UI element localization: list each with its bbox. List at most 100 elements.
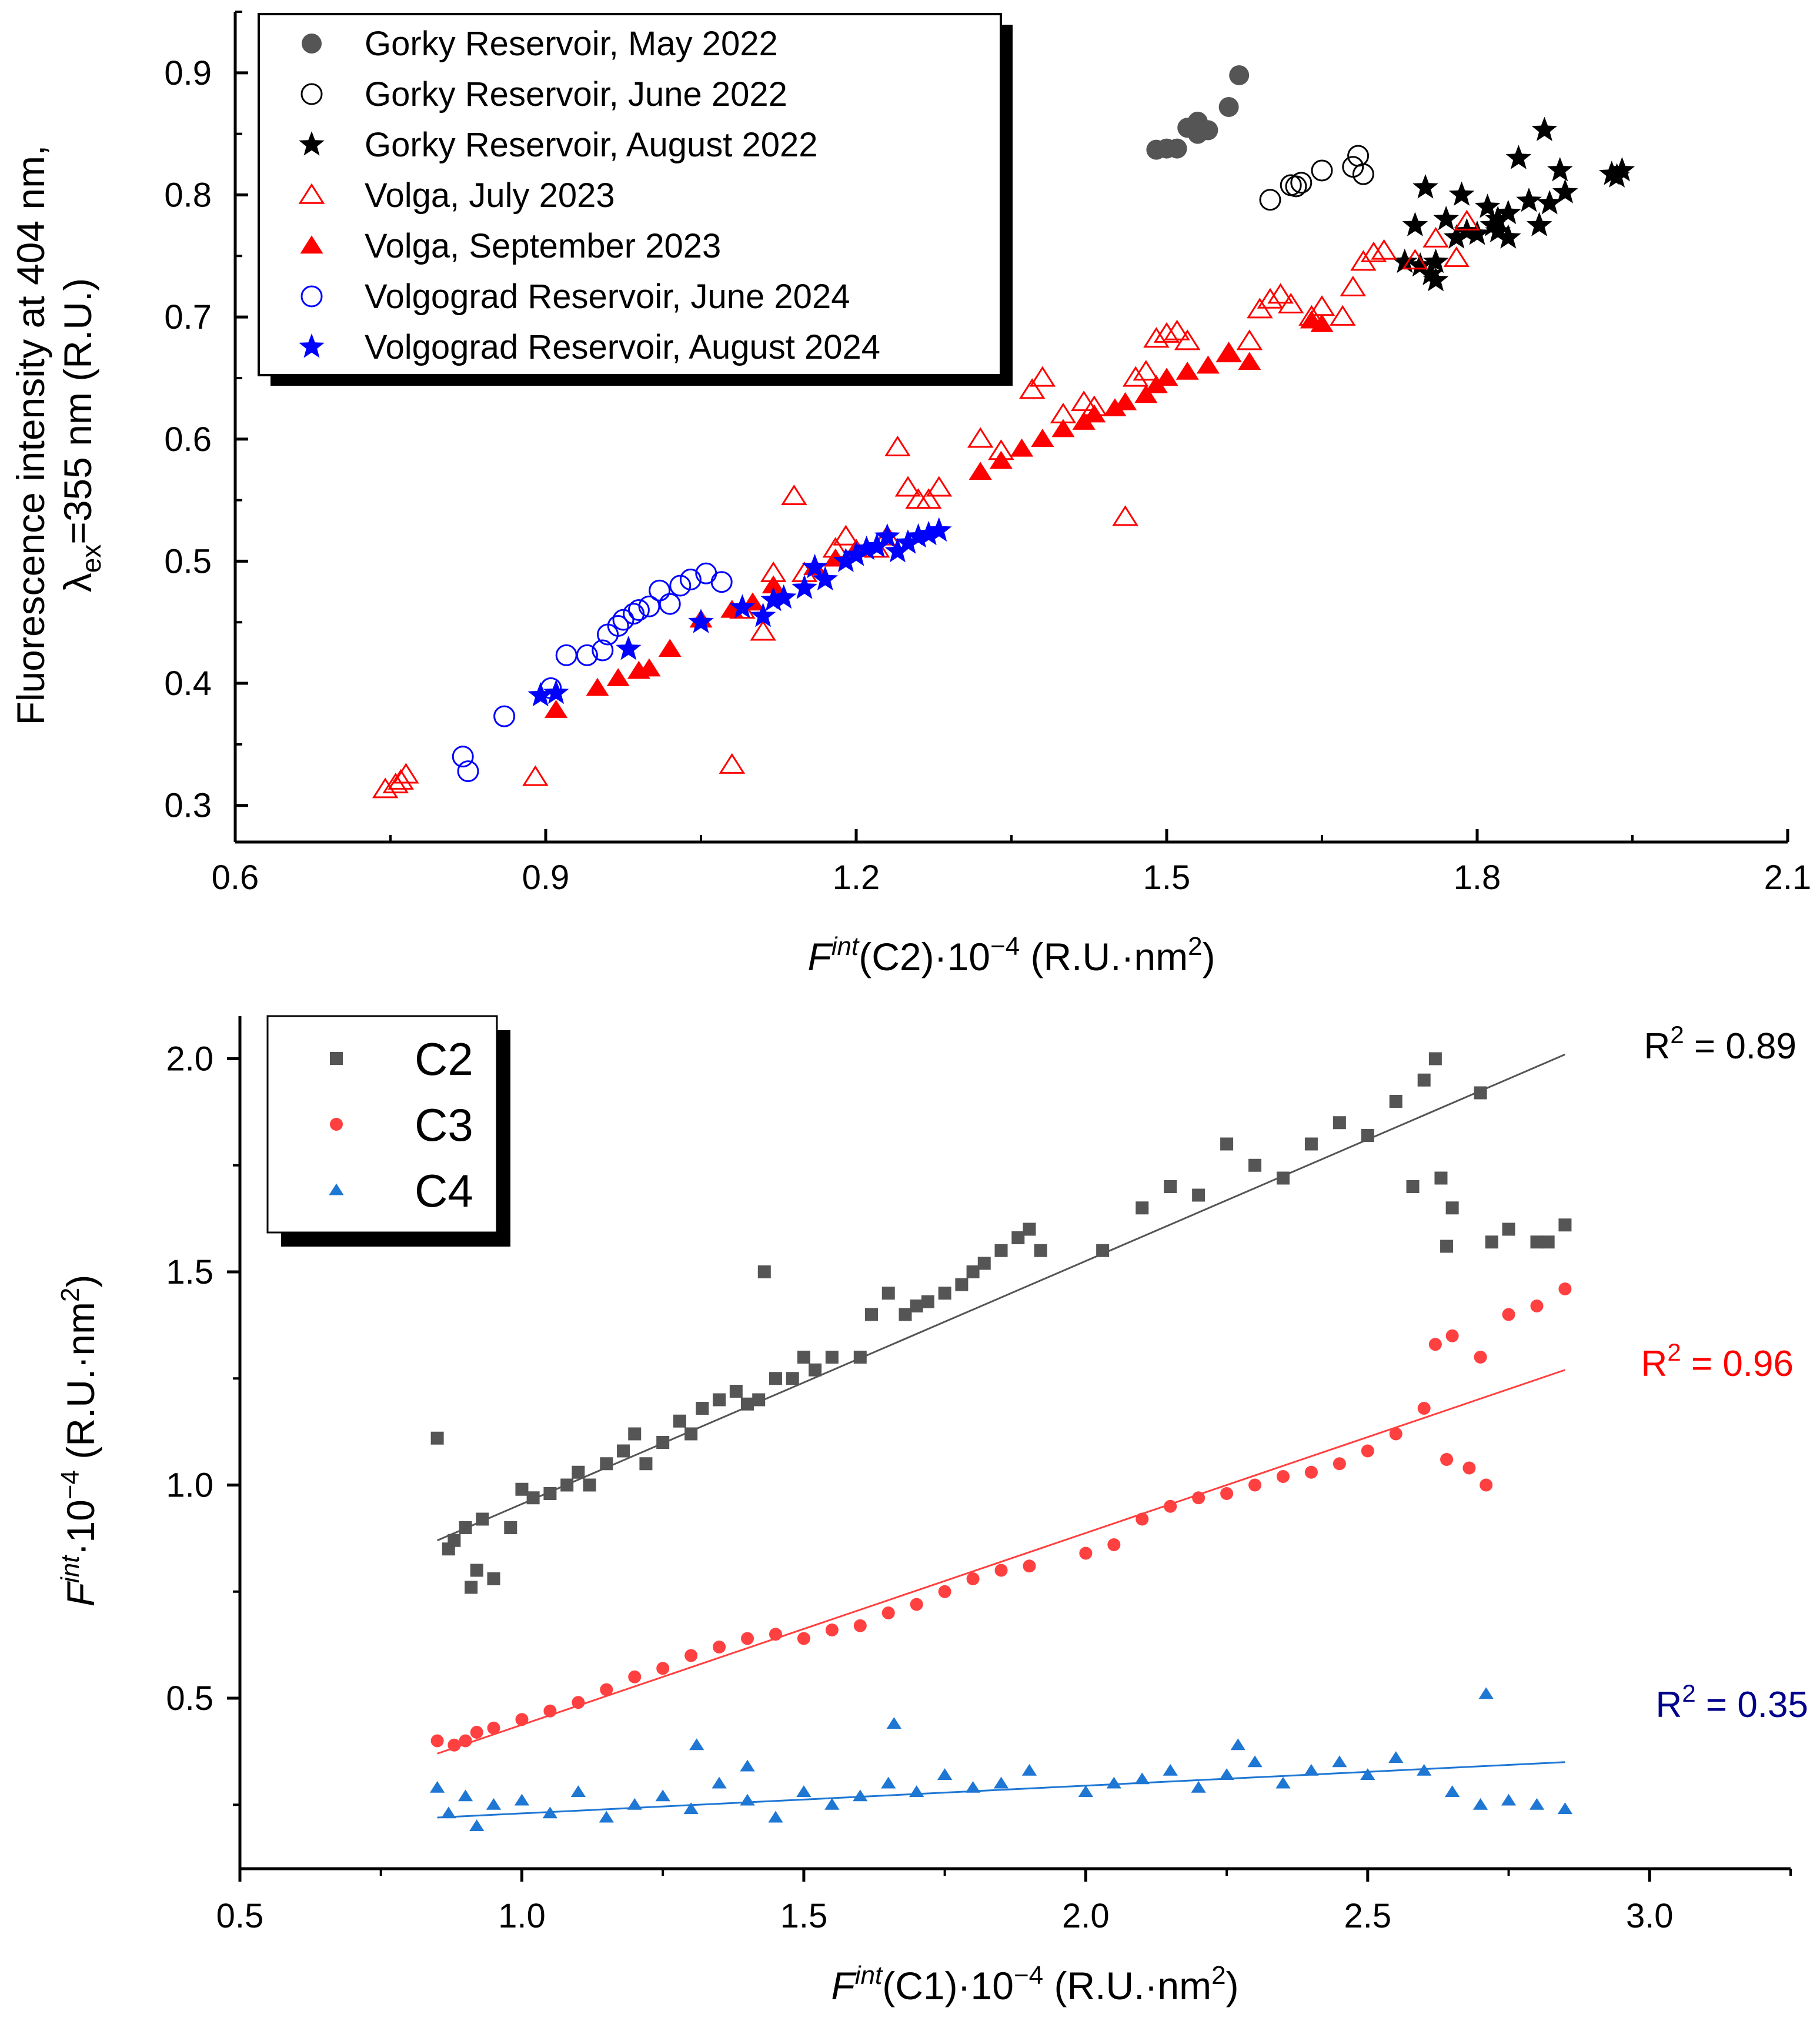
bottom-c4-point xyxy=(1304,1763,1319,1776)
bottom-c3-point xyxy=(459,1734,472,1748)
top-series-2-point xyxy=(1444,224,1470,249)
top-series-3-point xyxy=(1029,366,1056,387)
bottom-c2-point xyxy=(1304,1137,1318,1151)
bottom-c3-point xyxy=(1502,1308,1515,1321)
bottom-c4-point xyxy=(712,1776,727,1789)
top-series-3-point xyxy=(781,484,807,506)
top-series-2-point xyxy=(1547,157,1573,182)
bottom-c3-point xyxy=(515,1713,529,1726)
top-y-tick-label: 0.7 xyxy=(164,298,212,336)
top-series-6-point xyxy=(916,520,941,546)
top-x-tick-label: 0.9 xyxy=(522,858,570,897)
top-series-6-point xyxy=(864,533,890,558)
top-series-3-point xyxy=(1174,329,1201,350)
bottom-c2-point xyxy=(572,1465,585,1479)
top-y-tick-label: 0.8 xyxy=(164,176,212,214)
bottom-c2-point xyxy=(470,1564,483,1577)
top-series-1-point xyxy=(1285,175,1307,198)
top-series-3-point xyxy=(1443,246,1470,268)
bottom-c2-point xyxy=(639,1457,653,1471)
bottom-c4-point xyxy=(1078,1785,1094,1798)
top-series-5-point xyxy=(669,574,692,597)
top-y-tick-label: 0.5 xyxy=(164,542,212,580)
top-x-tick-label: 1.2 xyxy=(833,858,880,897)
top-x-tick-label: 1.8 xyxy=(1454,858,1501,897)
bottom-c4-point xyxy=(824,1798,840,1810)
bottom-c2-point xyxy=(1248,1158,1262,1172)
top-series-2-point xyxy=(1433,206,1459,231)
bottom-c4-point xyxy=(1529,1798,1545,1810)
bottom-c2-point xyxy=(1164,1180,1177,1193)
bottom-y-tick-label: 1.0 xyxy=(166,1467,213,1505)
bottom-c2-point xyxy=(487,1572,500,1585)
top-series-5-point xyxy=(457,760,479,783)
bottom-c4-point xyxy=(1134,1772,1150,1785)
top-series-5-point xyxy=(627,599,650,621)
bottom-c2-point xyxy=(1220,1137,1234,1151)
bottom-c3-point xyxy=(1558,1282,1572,1295)
top-series-4-point xyxy=(1114,392,1137,410)
top-series-3-point xyxy=(1422,226,1449,248)
bottom-c3-point xyxy=(966,1572,980,1585)
top-series-6-point xyxy=(853,535,880,560)
bottom-c4-point xyxy=(1021,1763,1037,1776)
bottom-c2-point xyxy=(809,1363,822,1377)
bottom-c2-point xyxy=(713,1393,726,1407)
top-series-3-point xyxy=(915,488,942,509)
bottom-chart-fits: R2 = 0.89 R2 = 0.96 R2 = 0.35 xyxy=(437,1021,1808,1819)
top-series-3-point xyxy=(1277,292,1304,314)
top-series-4-point xyxy=(1310,313,1334,332)
top-series-5-point xyxy=(612,609,635,631)
bottom-c2-point xyxy=(617,1444,630,1458)
bottom-c3-point xyxy=(1276,1470,1290,1483)
bottom-c3-point xyxy=(1304,1465,1318,1479)
top-y-tick-label: 0.6 xyxy=(164,420,212,459)
top-y-tick-label: 0.3 xyxy=(164,787,212,825)
bottom-c3-point xyxy=(1480,1478,1493,1492)
top-series-3-point xyxy=(1360,241,1387,262)
bottom-x-tick-label: 2.5 xyxy=(1344,1897,1391,1935)
top-series-2-point xyxy=(1407,252,1433,277)
top-legend-marker-5 xyxy=(300,285,323,308)
bottom-c2-point xyxy=(921,1295,934,1308)
bottom-c4-point xyxy=(740,1759,755,1772)
bottom-c3-point xyxy=(825,1624,839,1636)
top-series-2-point xyxy=(1485,218,1511,243)
bottom-c2-point xyxy=(1558,1218,1572,1232)
bottom-c4-point xyxy=(469,1819,485,1832)
bottom-c4-point xyxy=(441,1806,456,1819)
bottom-c4-point xyxy=(1501,1793,1517,1806)
bottom-c2-point xyxy=(1530,1235,1544,1249)
top-series-2-point xyxy=(1609,157,1635,182)
bottom-chart-ticks: 0.5 1.0 1.5 2.0 2.5 3.0 0.5 1.0 1.5 2.0 xyxy=(166,1040,1792,1935)
top-series-3-point xyxy=(894,476,921,497)
top-series-4-point xyxy=(1031,429,1054,447)
top-series-3-point xyxy=(1018,378,1046,399)
bottom-chart-points xyxy=(429,1052,1573,1832)
top-series-6-point xyxy=(926,517,952,542)
top-series-2-point xyxy=(1422,248,1449,273)
top-series-6-point xyxy=(750,602,776,627)
top-y-tick-label: 0.4 xyxy=(164,664,212,703)
bottom-c2-point xyxy=(1389,1095,1402,1108)
bottom-c4-point xyxy=(599,1810,614,1823)
top-legend-marker-1 xyxy=(300,83,323,105)
top-series-2-point xyxy=(1495,224,1521,249)
top-series-1-point xyxy=(1352,163,1374,185)
bottom-c2-point xyxy=(864,1308,878,1321)
bottom-c4-point xyxy=(689,1738,704,1751)
top-legend-label-5: Volgograd Reservoir, June 2024 xyxy=(365,278,850,316)
top-series-1-point xyxy=(1290,172,1313,194)
bottom-c2-point xyxy=(899,1308,912,1321)
svg-text:Fint·10−4 (R.U.·nm2): Fint·10−4 (R.U.·nm2) xyxy=(56,1275,102,1607)
bottom-c3-point xyxy=(1333,1457,1346,1471)
top-series-6-point xyxy=(760,586,786,612)
bottom-c2-point xyxy=(1502,1222,1515,1236)
top-series-4-point xyxy=(545,700,568,718)
top-chart-points xyxy=(372,65,1635,799)
bottom-c3-point xyxy=(656,1662,670,1675)
top-legend-marker-6 xyxy=(299,333,325,358)
bottom-c2-point xyxy=(1428,1052,1442,1065)
bottom-c4-point xyxy=(1332,1755,1347,1768)
